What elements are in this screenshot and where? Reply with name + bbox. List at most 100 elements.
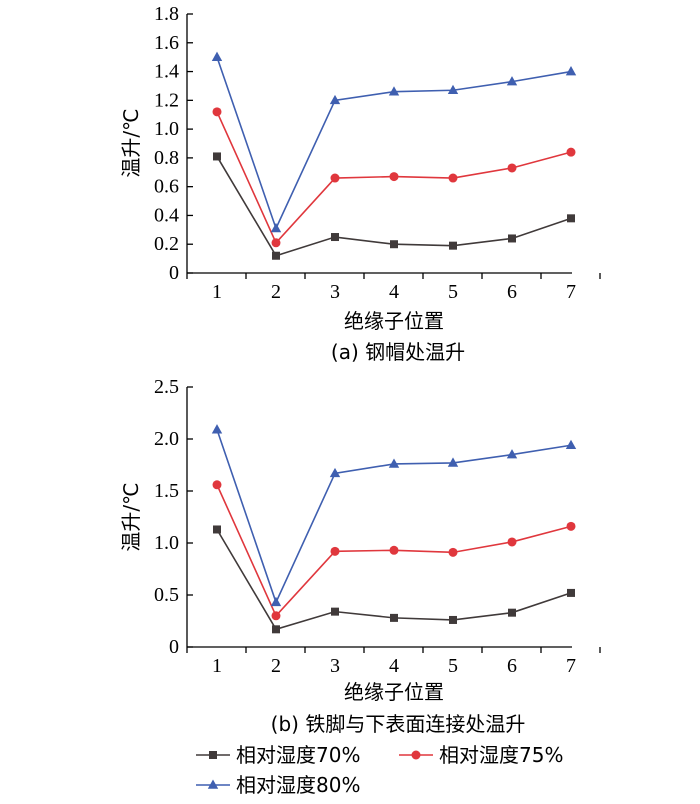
- legend-swatch-75: [399, 750, 433, 760]
- y-tick-label-a: 0.8: [154, 147, 179, 169]
- legend-label-75: 相对湿度75%: [439, 743, 563, 767]
- legend-swatch-70: [196, 751, 230, 759]
- y-tick-label-a: 1.0: [154, 118, 179, 140]
- y-tick-label-a: 0.6: [154, 176, 179, 198]
- legend-label-80: 相对湿度80%: [236, 773, 360, 797]
- legend-label-70: 相对湿度70%: [236, 743, 360, 767]
- data-point-b-0: [567, 588, 575, 597]
- data-point-a-1: [212, 107, 222, 117]
- data-point-a-1: [507, 163, 517, 173]
- data-point-b-2: [506, 449, 518, 459]
- y-ticks-b: 0 0.5 1.0 1.5 2.0 2.5: [154, 376, 193, 658]
- data-point-b-0: [213, 525, 221, 534]
- data-point-b-0: [390, 613, 398, 622]
- y-tick-label-b: 2.5: [154, 376, 179, 398]
- x-tick-label-b: 1: [212, 655, 222, 677]
- legend-swatch-80: [196, 779, 230, 789]
- series-group-b: [211, 424, 577, 634]
- data-point-b-1: [389, 545, 399, 555]
- plot-b-axes: [186, 387, 572, 648]
- data-point-b-1: [566, 521, 576, 531]
- chart-b: 0 0.5 1.0 1.5 2.0 2.5 1 2 3 4 5 6 7 温升/℃ 绝缘子位置 (b) …: [119, 376, 601, 736]
- plot-a-axes: [186, 14, 572, 274]
- x-tick-label-a: 2: [271, 281, 281, 303]
- data-point-b-1: [271, 611, 281, 621]
- y-axis-label-b: 温升/℃: [119, 482, 143, 551]
- data-point-a-1: [448, 173, 458, 183]
- data-point-b-0: [331, 607, 339, 616]
- x-tick-label-b: 7: [566, 655, 576, 677]
- legend-entry-70: 相对湿度70%: [196, 743, 360, 767]
- x-tick-label-a: 7: [566, 281, 576, 303]
- legend-marker: [411, 750, 421, 760]
- caption-a: (a) 钢帽处温升: [331, 340, 465, 364]
- y-tick-label-a: 1.6: [154, 32, 179, 54]
- y-tick-label-a: 0.4: [154, 204, 179, 226]
- data-point-a-1: [566, 147, 576, 157]
- data-point-a-0: [213, 152, 221, 161]
- series-line-b-2: [216, 429, 572, 605]
- data-point-a-1: [330, 173, 340, 183]
- data-point-a-2: [270, 222, 282, 233]
- caption-b: (b) 铁脚与下表面连接处温升: [271, 712, 526, 736]
- x-ticks-b: 1 2 3 4 5 6 7: [186, 647, 601, 677]
- data-point-b-2: [211, 424, 223, 434]
- x-tick-label-a: 5: [448, 281, 458, 303]
- data-point-a-2: [447, 84, 459, 95]
- x-tick-label-b: 2: [271, 655, 281, 677]
- data-point-b-0: [449, 615, 457, 624]
- y-tick-label-a: 0: [169, 262, 179, 284]
- legend-marker: [209, 751, 217, 759]
- y-tick-label-a: 0.2: [154, 233, 179, 255]
- y-tick-label-b: 2.0: [154, 428, 179, 450]
- x-ticks-a: 1 2 3 4 5 6 7: [186, 273, 601, 303]
- y-tick-label-b: 1.0: [154, 532, 179, 554]
- data-point-b-2: [565, 439, 577, 450]
- data-point-a-0: [272, 251, 280, 260]
- x-tick-label-a: 1: [212, 281, 222, 303]
- x-axis-label-a: 绝缘子位置: [344, 309, 444, 333]
- legend: 相对湿度70% 相对湿度75% 相对湿度80%: [196, 743, 563, 797]
- data-point-b-2: [447, 457, 459, 467]
- y-tick-label-a: 1.2: [154, 89, 179, 111]
- data-point-a-2: [329, 94, 341, 105]
- data-point-a-2: [211, 51, 223, 61]
- data-point-b-1: [507, 537, 517, 547]
- data-point-a-2: [388, 86, 400, 96]
- data-point-a-0: [331, 233, 339, 242]
- y-tick-label-a: 1.4: [154, 61, 179, 83]
- data-point-b-0: [272, 625, 280, 634]
- data-point-b-2: [329, 467, 341, 478]
- y-axis-label-a: 温升/℃: [119, 108, 143, 177]
- x-tick-label-b: 4: [389, 655, 399, 677]
- x-tick-label-a: 6: [507, 281, 517, 303]
- y-tick-label-a: 1.8: [154, 3, 179, 25]
- data-point-a-1: [271, 238, 281, 248]
- x-tick-label-b: 3: [330, 655, 340, 677]
- legend-entry-80: 相对湿度80%: [196, 773, 360, 797]
- y-tick-label-b: 0: [169, 636, 179, 658]
- legend-entry-75: 相对湿度75%: [399, 743, 563, 767]
- x-tick-label-b: 5: [448, 655, 458, 677]
- series-group-a: [211, 51, 577, 260]
- data-point-b-0: [508, 608, 516, 617]
- y-ticks-a: 0 0.2 0.4 0.6 0.8 1.0 1.2 1.4 1.6 1.8: [154, 3, 193, 284]
- data-point-b-1: [448, 547, 458, 557]
- y-tick-label-b: 1.5: [154, 480, 179, 502]
- data-point-a-2: [506, 76, 518, 86]
- legend-marker: [207, 779, 219, 789]
- data-point-b-1: [330, 546, 340, 556]
- x-tick-label-a: 3: [330, 281, 340, 303]
- data-point-a-0: [390, 240, 398, 249]
- data-point-a-1: [389, 172, 399, 182]
- data-point-b-1: [212, 480, 222, 490]
- data-point-a-0: [567, 214, 575, 223]
- data-point-a-0: [449, 241, 457, 250]
- data-point-a-2: [565, 66, 577, 76]
- series-line-a-2: [216, 56, 572, 231]
- x-tick-label-b: 6: [507, 655, 517, 677]
- x-tick-label-a: 4: [389, 281, 399, 303]
- y-tick-label-b: 0.5: [154, 584, 179, 606]
- data-point-b-2: [388, 458, 400, 468]
